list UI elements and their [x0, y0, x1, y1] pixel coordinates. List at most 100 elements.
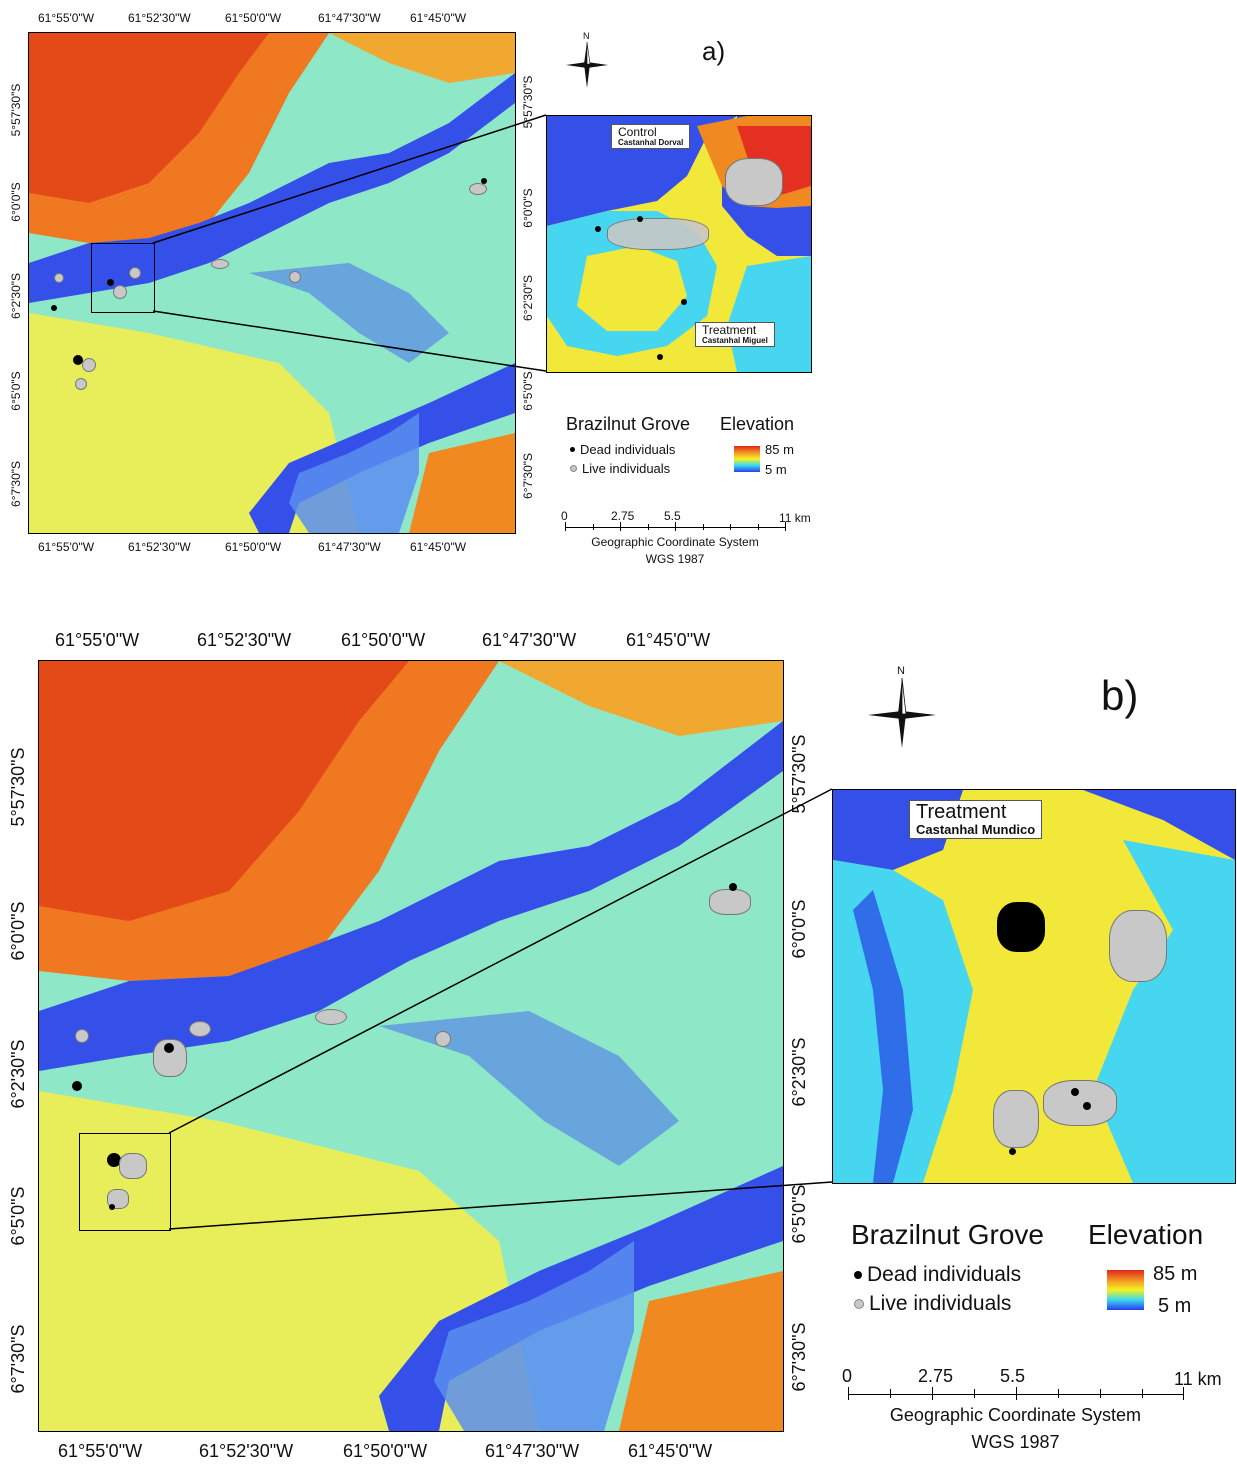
lon-label: 61°55'0"W — [38, 540, 95, 554]
dead-dot — [51, 305, 57, 311]
live-dot — [189, 1021, 211, 1037]
lon-label: 61°50'0"W — [225, 11, 282, 25]
dead-dot — [637, 216, 643, 222]
dead-dot — [107, 1153, 121, 1167]
dead-dot — [595, 226, 601, 232]
elevation-high-label: 85 m — [765, 442, 794, 457]
callout-title: Treatment — [702, 323, 757, 337]
live-dot — [82, 358, 96, 372]
scale-tick — [1058, 1389, 1059, 1398]
scale-tick — [1142, 1389, 1143, 1398]
inset-connector-lines — [168, 788, 833, 1230]
callout-subtitle: Castanhal Miguel — [702, 335, 768, 345]
dead-dot-cluster — [997, 902, 1045, 952]
elevation-color-ramp — [734, 446, 760, 472]
scale-tick — [890, 1389, 891, 1398]
live-dot — [75, 1029, 89, 1043]
scale-tick — [848, 1387, 849, 1400]
dead-dot — [107, 279, 114, 286]
scale-tick — [758, 524, 759, 530]
legend-dead: Dead individuals — [570, 442, 675, 457]
lon-label: 61°47'30"W — [485, 1441, 580, 1461]
lon-label: 61°47'30"W — [482, 630, 577, 650]
compass-icon — [566, 41, 608, 88]
lon-label: 61°45'0"W — [410, 11, 467, 25]
live-dot — [75, 378, 87, 390]
scale-tick — [932, 1387, 933, 1400]
scale-tick-label: 5.5 — [1000, 1366, 1026, 1386]
scale-tick-label: 11 km — [779, 511, 811, 525]
inset-connector-lines — [152, 114, 547, 372]
dead-dot — [729, 883, 737, 891]
lon-label: 61°50'0"W — [341, 630, 426, 650]
elevation-low-label: 5 m — [1158, 1295, 1192, 1317]
callout-treatment: Treatment Castanhal Miguel — [695, 322, 775, 347]
north-arrow: N — [866, 664, 938, 750]
lon-label: 61°45'0"W — [628, 1441, 713, 1461]
live-dot — [289, 271, 301, 283]
scale-tick-label: 11 km — [1174, 1369, 1222, 1389]
dead-dot — [1009, 1148, 1016, 1155]
lon-label: 61°52'30"W — [197, 630, 292, 650]
scale-tick — [785, 522, 786, 531]
legend-elevation-title: Elevation — [720, 414, 795, 434]
legend-live-label: Live individuals — [869, 1292, 1012, 1315]
live-dot — [113, 285, 127, 299]
legend-dead-label: Dead individuals — [867, 1263, 1022, 1286]
live-dot — [315, 1009, 347, 1025]
elevation-color-ramp — [1107, 1270, 1144, 1310]
live-dot — [211, 259, 229, 269]
scale-tick-label: 5.5 — [664, 509, 681, 523]
lon-label: 61°55'0"W — [58, 1441, 143, 1461]
zoom-extent-box — [91, 243, 155, 313]
dead-dot — [657, 354, 663, 360]
scale-caption: WGS 1987 — [971, 1432, 1060, 1452]
inset-elevation-raster — [833, 790, 1235, 1183]
inset-map: Control Castanhal Dorval Treatment Casta… — [546, 115, 812, 373]
scale-tick — [675, 522, 676, 531]
scale-tick — [1100, 1389, 1101, 1398]
lon-label: 61°50'0"W — [225, 540, 282, 554]
legend-live-label: Live individuals — [582, 461, 671, 476]
north-arrow: N — [564, 32, 610, 90]
scale-tick — [730, 524, 731, 530]
dead-dot — [481, 178, 487, 184]
panel-letter: b) — [1101, 672, 1139, 719]
callout-subtitle: Castanhal Dorval — [618, 137, 684, 147]
live-dot — [469, 183, 487, 195]
live-dot-cluster — [1043, 1080, 1117, 1126]
scale-tick — [1016, 1387, 1017, 1400]
legend-elevation-title: Elevation — [1088, 1219, 1204, 1250]
panel-letter: a) — [702, 36, 726, 66]
legend-grove-title: Brazilnut Grove — [851, 1219, 1044, 1250]
dead-dot — [109, 1204, 115, 1210]
elevation-high-label: 85 m — [1153, 1263, 1198, 1285]
dead-dot — [681, 299, 687, 305]
dead-dot — [73, 355, 83, 365]
scale-tick — [974, 1389, 975, 1398]
callout-treatment: Treatment Castanhal Mundico — [909, 800, 1043, 839]
legend-dead-label: Dead individuals — [580, 442, 676, 457]
live-dot — [435, 1031, 451, 1047]
scale-caption: Geographic Coordinate System — [889, 1405, 1142, 1425]
scale-tick — [565, 522, 566, 531]
legend-grove-title: Brazilnut Grove — [566, 414, 691, 434]
callout-subtitle: Castanhal Mundico — [916, 822, 1036, 837]
callout-control: Control Castanhal Dorval — [611, 124, 691, 149]
scale-tick — [648, 524, 649, 530]
dead-marker-icon — [570, 447, 575, 452]
lon-label: 61°47'30"W — [318, 11, 381, 25]
live-dot — [54, 273, 64, 283]
north-label: N — [897, 665, 905, 677]
inset-map: Treatment Castanhal Mundico — [832, 789, 1236, 1184]
main-map — [38, 660, 784, 1432]
live-marker-icon — [854, 1299, 864, 1309]
lon-label: 61°55'0"W — [38, 11, 95, 25]
scale-tick-label: 0 — [561, 509, 568, 523]
scale-bar — [848, 1394, 1183, 1395]
callout-title: Treatment — [916, 801, 1007, 823]
scale-tick-label: 0 — [842, 1366, 853, 1386]
callout-title: Control — [618, 125, 657, 139]
zoom-extent-box — [79, 1133, 171, 1231]
live-dot-cluster — [993, 1090, 1039, 1148]
